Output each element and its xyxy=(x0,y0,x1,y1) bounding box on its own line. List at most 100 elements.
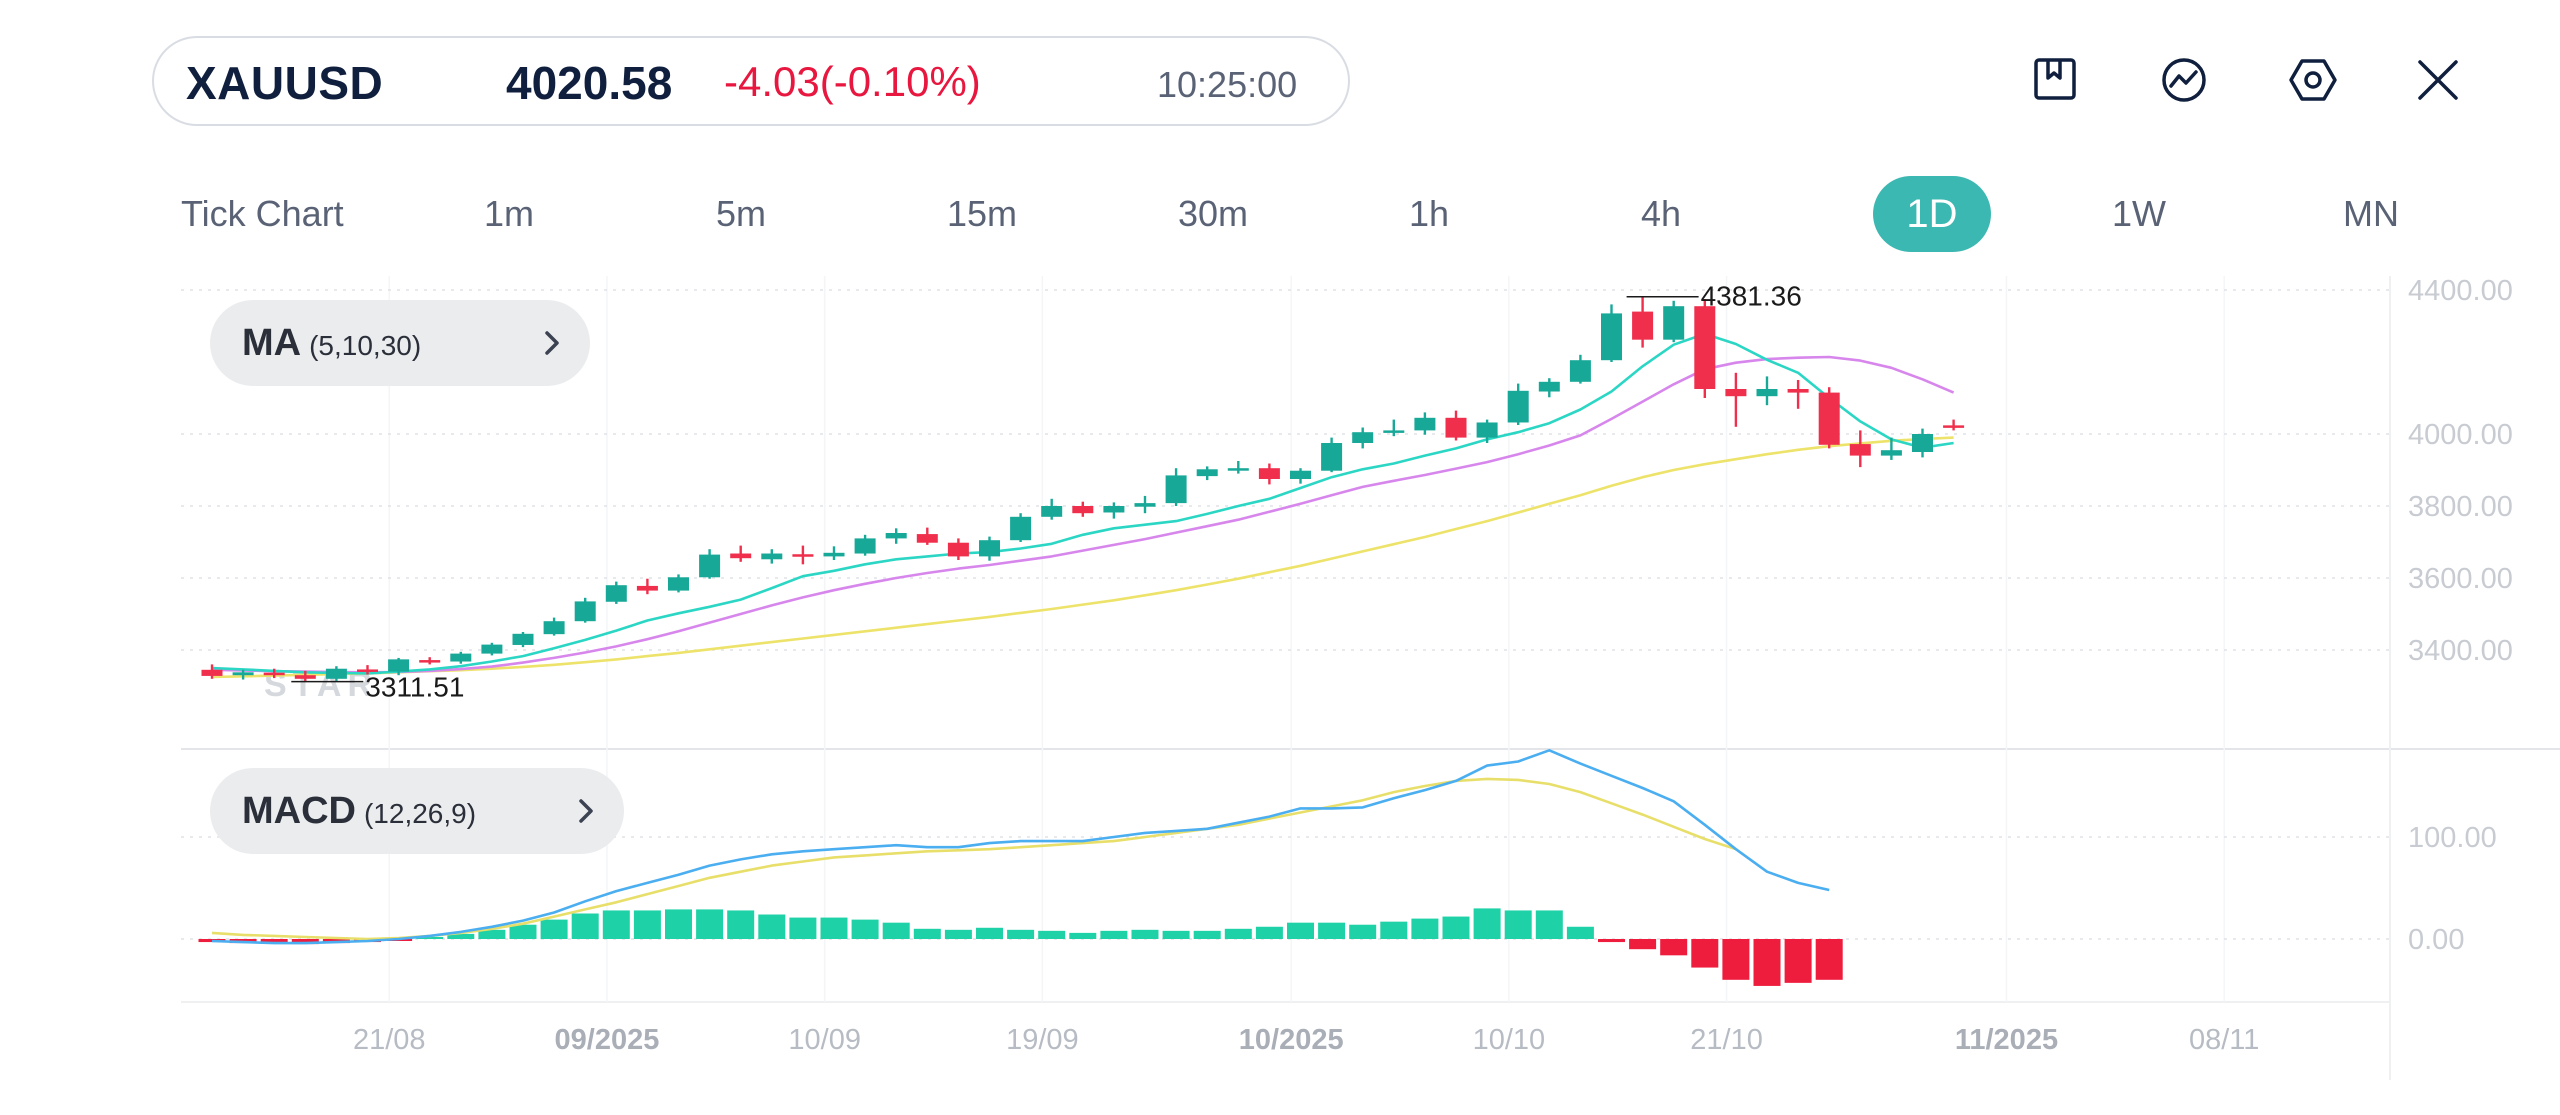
candle-body xyxy=(1010,516,1032,541)
tab-30m[interactable]: 30m xyxy=(1178,193,1249,234)
symbol-label: XAUUSD xyxy=(186,57,384,109)
date-axis-label: 21/08 xyxy=(353,1024,426,1056)
candle-body xyxy=(1849,444,1871,456)
macd-histogram-bar xyxy=(820,917,848,939)
candle xyxy=(574,597,596,623)
ma30-line xyxy=(211,436,1954,679)
macd-histogram-bar xyxy=(913,928,941,939)
date-axis-label: 10/09 xyxy=(788,1024,861,1056)
candle-body xyxy=(450,653,472,662)
indicator-icon[interactable] xyxy=(2156,52,2212,108)
candle-body xyxy=(1538,381,1560,392)
tab-4h[interactable]: 4h xyxy=(1641,193,1682,234)
candle xyxy=(263,668,285,679)
tab-tick-chart[interactable]: Tick Chart xyxy=(181,193,344,234)
candle-body xyxy=(854,538,876,554)
macd-histogram-bar xyxy=(1815,939,1843,980)
macd-histogram-bar xyxy=(1069,932,1097,939)
candle-body xyxy=(1476,422,1498,438)
candle-body xyxy=(1072,506,1094,514)
candle-body xyxy=(1258,468,1280,479)
candle-body xyxy=(730,553,752,559)
candle-body xyxy=(201,669,223,676)
tab-1d[interactable]: 1D xyxy=(1873,176,1991,252)
macd-histogram-bar xyxy=(291,939,319,945)
candle-body xyxy=(1694,306,1716,389)
candle-body xyxy=(636,585,658,591)
close-icon[interactable] xyxy=(2410,52,2466,108)
candle-body xyxy=(263,672,285,676)
candle-body xyxy=(1290,470,1311,479)
candle xyxy=(885,528,907,544)
candle-body xyxy=(232,672,254,676)
candle xyxy=(1290,468,1311,484)
candle xyxy=(419,657,441,665)
macd-histogram-bar xyxy=(1287,922,1314,939)
candle-body xyxy=(885,533,907,539)
candle-body xyxy=(357,669,378,672)
candle xyxy=(1414,412,1436,435)
candle xyxy=(1041,498,1063,520)
candle-body xyxy=(388,659,410,672)
macd-histogram-bar xyxy=(1473,908,1501,939)
settings-icon[interactable] xyxy=(2285,52,2341,108)
macd-histogram-bar xyxy=(758,914,786,939)
macd-params: (12,26,9) xyxy=(363,798,477,829)
candle xyxy=(1601,304,1622,362)
tab-1w[interactable]: 1W xyxy=(2112,193,2166,234)
candle-body xyxy=(1103,506,1125,513)
candle-body xyxy=(481,644,503,654)
tab-1h[interactable]: 1h xyxy=(1409,193,1450,234)
candle-body xyxy=(1352,432,1374,443)
macd-histogram-bar xyxy=(416,936,444,939)
ma-indicator-pill[interactable]: MA (5,10,30) xyxy=(210,300,590,386)
candle-body xyxy=(1569,360,1591,382)
candle-body xyxy=(1196,469,1218,477)
candle xyxy=(1569,354,1591,384)
candle-body xyxy=(1383,430,1405,433)
macd-histogram-bar xyxy=(665,909,692,939)
macd-histogram-bar xyxy=(260,939,288,944)
candle xyxy=(481,642,503,656)
candle xyxy=(636,578,658,595)
candle xyxy=(294,670,316,682)
candle-body xyxy=(1663,306,1685,340)
macd-histogram-bar xyxy=(1784,939,1812,983)
macd-histogram-bar xyxy=(447,933,475,939)
date-axis-label: 09/2025 xyxy=(555,1024,660,1056)
ma-name: MA xyxy=(242,322,302,364)
candle xyxy=(947,538,969,560)
candle-body xyxy=(699,554,721,578)
tab-5m[interactable]: 5m xyxy=(716,193,767,234)
candle xyxy=(357,665,378,675)
macd-histogram-bar xyxy=(1224,928,1252,939)
candle xyxy=(1725,372,1747,427)
chevron-right-icon xyxy=(545,331,559,355)
chevron-right-icon xyxy=(579,799,593,823)
candle-body xyxy=(1041,506,1063,517)
bookmark-icon[interactable] xyxy=(2028,52,2084,108)
macd-histogram-bar xyxy=(540,919,568,939)
date-axis-label: 11/2025 xyxy=(1955,1024,2058,1056)
candle xyxy=(1165,468,1187,506)
macd-histogram-bar xyxy=(1442,916,1470,939)
macd-histogram-bar xyxy=(1007,929,1035,939)
macd-axis-label: 100.00 xyxy=(2408,822,2497,854)
tab-15m[interactable]: 15m xyxy=(947,193,1018,234)
candle xyxy=(916,527,938,545)
candle xyxy=(1756,376,1778,406)
ma-params: (5,10,30) xyxy=(309,330,422,361)
candle xyxy=(1694,299,1716,398)
macd-histogram-bar xyxy=(1193,930,1221,939)
tab-1m[interactable]: 1m xyxy=(484,193,535,234)
tab-mn[interactable]: MN xyxy=(2343,193,2399,234)
macd-histogram-bar xyxy=(1598,939,1625,943)
macd-histogram-bar xyxy=(509,924,537,939)
macd-histogram-bar xyxy=(976,927,1003,939)
macd-indicator-pill[interactable]: MACD (12,26,9) xyxy=(210,768,624,854)
macd-histogram-bar xyxy=(882,922,910,939)
candle-body xyxy=(1445,417,1467,438)
price-change-label: -4.03(-0.10%) xyxy=(724,58,981,105)
candle xyxy=(1663,300,1685,343)
